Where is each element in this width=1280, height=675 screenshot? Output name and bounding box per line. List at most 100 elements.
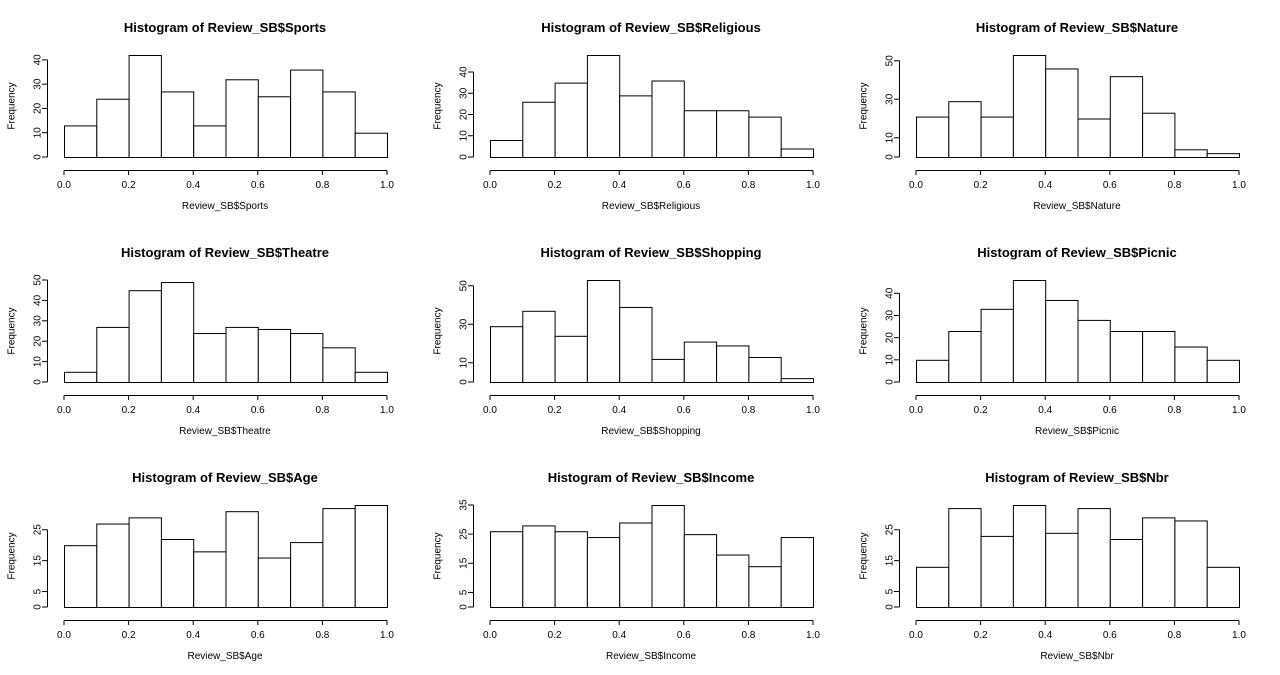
x-tick-label: 0.2 [548, 180, 562, 191]
y-tick-label: 0 [885, 604, 896, 610]
y-tick-label: 25 [885, 524, 896, 536]
x-tick-label: 0.8 [741, 405, 755, 416]
y-tick-label: 35 [459, 499, 470, 511]
x-tick-label: 0.2 [122, 180, 136, 191]
histogram-bar [748, 566, 782, 608]
histogram-bar [948, 508, 982, 608]
x-tick-label: 0.6 [251, 180, 265, 191]
y-tick-label: 0 [885, 379, 896, 385]
y-tick-label: 0 [459, 154, 470, 160]
histogram-bar [64, 125, 98, 159]
histogram-bar [554, 531, 588, 608]
x-tick-label: 0.8 [315, 180, 329, 191]
x-tick-label: 1.0 [380, 630, 394, 641]
histogram-panel: Histogram of Review_SB$Shopping 0.0 0.2 0.4… [433, 245, 821, 437]
x-tick-label: 0.2 [974, 630, 988, 641]
x-tick-label: 0.2 [548, 630, 562, 641]
histogram-panel: Histogram of Review_SB$Nature 0.0 0.2 0.4 0.… [859, 20, 1247, 212]
histogram-bar [780, 148, 815, 158]
chart-title: Histogram of Review_SB$Theatre [121, 245, 329, 260]
histogram-bar [1045, 532, 1079, 608]
y-tick-label: 0 [33, 604, 44, 610]
histogram-bar [554, 82, 588, 158]
x-tick-label: 0.0 [909, 180, 923, 191]
histogram-bar [780, 378, 815, 383]
histogram-bar [1012, 505, 1047, 608]
y-tick-label: 5 [885, 588, 896, 594]
y-axis-label: Frequency [859, 82, 870, 129]
x-tick-label: 0.2 [122, 405, 136, 416]
histogram-bar [1206, 566, 1241, 609]
histogram-bar [257, 96, 292, 158]
x-tick-label: 0.6 [1103, 630, 1117, 641]
histogram-bar [1077, 118, 1111, 159]
y-axis-label: Frequency [7, 82, 18, 129]
y-tick-label: 20 [33, 102, 44, 114]
x-tick-label: 0.4 [612, 405, 626, 416]
x-tick-label: 1.0 [380, 180, 394, 191]
y-tick-label: 10 [33, 127, 44, 139]
histogram-bar [780, 537, 815, 608]
x-tick-label: 1.0 [1232, 630, 1246, 641]
y-tick-label: 50 [459, 280, 470, 292]
y-tick-label: 5 [459, 589, 470, 595]
histogram-bar [1077, 508, 1111, 608]
histogram-bar [490, 140, 524, 158]
histogram-bar [980, 535, 1014, 608]
histogram-bar [160, 539, 195, 608]
y-tick-label: 40 [459, 66, 470, 78]
histogram-panel: Histogram of Review_SB$Age 0.0 0.2 0.4 0.6 0.… [7, 470, 395, 662]
x-tick-label: 0.0 [57, 180, 71, 191]
histogram-panel: Histogram of Review_SB$Nbr 0.0 0.2 0.4 0.6 0.… [859, 470, 1247, 662]
histogram-bar [128, 290, 162, 383]
histogram-bar [354, 371, 389, 384]
y-tick-label: 20 [33, 335, 44, 347]
histogram-bar [716, 345, 750, 383]
y-tick-label: 30 [459, 318, 470, 330]
histogram-bar [586, 537, 621, 608]
chart-title: Histogram of Review_SB$Income [548, 470, 755, 485]
histogram-bar [586, 280, 621, 383]
x-tick-label: 0.2 [122, 630, 136, 641]
x-tick-label: 0.0 [483, 405, 497, 416]
x-tick-label: 0.4 [1038, 630, 1052, 641]
x-tick-label: 0.4 [186, 180, 200, 191]
histogram-bar [290, 69, 324, 158]
histogram-bar [619, 522, 653, 608]
y-tick-label: 30 [33, 315, 44, 327]
histogram-bar [354, 505, 389, 608]
x-tick-label: 0.4 [612, 180, 626, 191]
x-tick-label: 0.0 [483, 180, 497, 191]
y-axis-label: Frequency [433, 532, 444, 579]
histogram-panel: Histogram of Review_SB$Sports 0.0 0.2 0.4 0.… [7, 20, 395, 212]
chart-title: Histogram of Review_SB$Picnic [977, 245, 1176, 260]
histogram-bar [160, 282, 195, 383]
y-tick-label: 10 [33, 356, 44, 368]
histogram-bar [748, 116, 782, 158]
x-axis-label: Review_SB$Income [606, 651, 696, 662]
y-tick-label: 15 [459, 557, 470, 569]
x-axis-label: Review_SB$Nbr [1040, 651, 1114, 662]
histogram-bar [1174, 520, 1208, 608]
x-tick-label: 0.8 [1167, 630, 1181, 641]
histogram-bar [96, 326, 130, 383]
y-tick-label: 0 [459, 604, 470, 610]
histogram-bar [193, 333, 227, 383]
histogram-panel: Histogram of Review_SB$Income 0.0 0.2 0.4 0.… [433, 470, 821, 662]
x-tick-label: 0.2 [974, 180, 988, 191]
y-tick-label: 0 [459, 379, 470, 385]
chart-title: Histogram of Review_SB$Nbr [985, 470, 1169, 485]
histogram-bar [290, 542, 324, 608]
histogram-bar [980, 116, 1014, 158]
x-tick-label: 0.6 [1103, 180, 1117, 191]
y-tick-label: 25 [459, 528, 470, 540]
x-tick-label: 0.0 [57, 405, 71, 416]
histogram-bar [1142, 112, 1176, 158]
y-axis-label: Frequency [7, 307, 18, 354]
chart-title: Histogram of Review_SB$Age [132, 470, 318, 485]
y-tick-label: 30 [885, 93, 896, 105]
y-tick-label: 15 [33, 555, 44, 567]
histogram-bar [193, 125, 227, 159]
histogram-bar [490, 326, 524, 384]
